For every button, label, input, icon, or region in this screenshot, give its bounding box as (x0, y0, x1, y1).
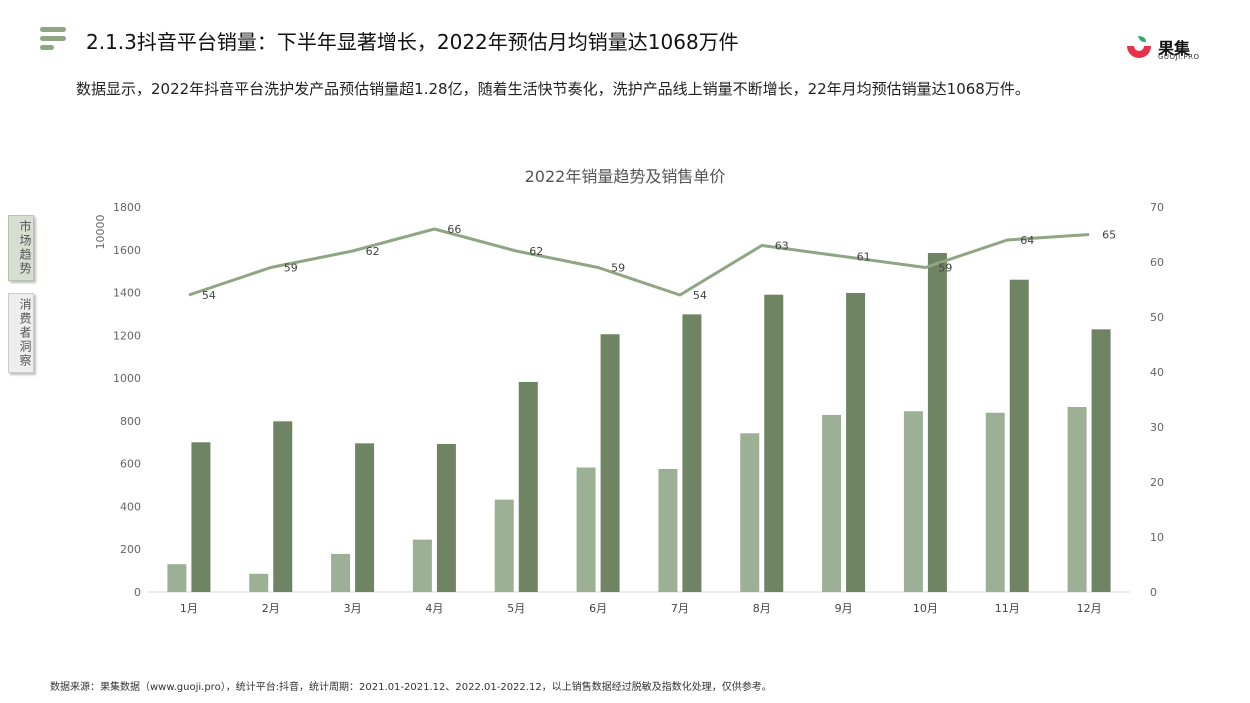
x-tick-label: 2月 (262, 602, 280, 615)
brand-logo: 果集 GUOJI.PRO (1124, 34, 1204, 66)
bar-series-1 (331, 553, 351, 592)
y-left-tick-label: 1200 (113, 329, 141, 342)
y-right-tick-label: 20 (1150, 476, 1164, 489)
tab-market-trend[interactable]: 市场趋势 (8, 215, 34, 281)
bar-series-1 (249, 573, 269, 592)
bar-series-2 (927, 252, 947, 592)
price-data-label: 64 (1020, 234, 1034, 247)
y-right-tick-label: 50 (1150, 311, 1164, 324)
y-right-tick-label: 0 (1150, 586, 1157, 599)
price-data-label: 59 (611, 262, 625, 275)
price-data-label: 54 (202, 289, 216, 302)
logo-sub-text: GUOJI.PRO (1158, 53, 1200, 61)
bar-series-1 (658, 469, 678, 592)
bar-series-1 (412, 539, 432, 592)
bar-series-2 (1091, 329, 1111, 592)
menu-icon[interactable] (40, 27, 66, 51)
y-left-tick-label: 600 (120, 458, 141, 471)
bar-series-2 (682, 314, 702, 592)
y-left-tick-label: 1000 (113, 372, 141, 385)
bar-series-2 (436, 443, 456, 592)
bar-series-2 (1009, 279, 1029, 592)
y-right-tick-label: 60 (1150, 256, 1164, 269)
bar-series-2 (273, 421, 293, 592)
y-right-tick-label: 40 (1150, 366, 1164, 379)
bar-series-1 (985, 412, 1005, 592)
x-tick-label: 10月 (913, 602, 938, 615)
price-data-label: 63 (775, 240, 789, 253)
price-data-label: 54 (693, 289, 707, 302)
price-data-label: 61 (857, 251, 871, 264)
x-tick-label: 11月 (995, 602, 1020, 615)
logo-brand-text: 果集 (1158, 39, 1191, 58)
price-data-label: 65 (1102, 229, 1116, 242)
bar-series-2 (846, 292, 866, 592)
y-left-tick-label: 200 (120, 543, 141, 556)
y-right-tick-label: 30 (1150, 421, 1164, 434)
x-tick-label: 4月 (425, 602, 443, 615)
bar-series-2 (600, 334, 620, 592)
bar-series-1 (740, 433, 760, 592)
y-right-tick-label: 70 (1150, 201, 1164, 214)
bar-series-1 (494, 499, 514, 592)
bar-series-2 (355, 443, 375, 592)
bar-series-1 (167, 564, 187, 592)
x-tick-label: 12月 (1077, 602, 1102, 615)
bar-series-2 (764, 294, 784, 592)
bar-series-1 (822, 414, 842, 592)
price-data-label: 59 (938, 262, 952, 275)
bar-series-2 (191, 442, 211, 592)
x-tick-label: 1月 (180, 602, 198, 615)
y-left-tick-label: 0 (134, 586, 141, 599)
page-title: 2.1.3抖音平台销量：下半年显著增长，2022年预估月均销量达1068万件 (86, 30, 739, 54)
price-data-label: 66 (447, 223, 461, 236)
logo-icon (1127, 36, 1151, 58)
price-data-label: 59 (284, 262, 298, 275)
x-tick-label: 8月 (753, 602, 771, 615)
description-text: 数据显示，2022年抖音平台洗护发产品预估销量超1.28亿，随着生活快节奏化，洗… (76, 80, 1030, 98)
bar-series-1 (576, 467, 596, 592)
price-data-label: 62 (529, 245, 543, 258)
footnote: 数据来源：果集数据（www.guoji.pro），统计平台:抖音，统计周期：20… (50, 682, 772, 693)
x-tick-label: 7月 (671, 602, 689, 615)
side-tabs: 市场趋势 消费者洞察 (8, 215, 34, 385)
y-left-tick-label: 1400 (113, 287, 141, 300)
x-tick-label: 6月 (589, 602, 607, 615)
chart-title: 2022年销量趋势及销售单价 (525, 167, 726, 186)
y-left-tick-label: 1800 (113, 201, 141, 214)
bar-series-2 (518, 381, 538, 592)
price-data-label: 62 (366, 245, 380, 258)
price-line (188, 227, 1090, 297)
tab-consumer-insight[interactable]: 消费者洞察 (8, 293, 34, 373)
y-left-tick-label: 1600 (113, 244, 141, 257)
bar-series-1 (1067, 406, 1087, 592)
x-tick-label: 3月 (344, 602, 362, 615)
x-tick-label: 5月 (507, 602, 525, 615)
left-axis-unit-label: 10000 (94, 215, 107, 250)
bar-series-1 (903, 411, 923, 592)
chart-plot-area: 0 200 400 600 800 1000 1200 1400 1600 1800 0 10 20 30… (113, 201, 1164, 615)
y-right-tick-label: 10 (1150, 531, 1164, 544)
y-left-tick-label: 800 (120, 415, 141, 428)
y-left-tick-label: 400 (120, 500, 141, 513)
sales-chart: 2022年销量趋势及销售单价 10000 0200400600800100012… (94, 167, 1164, 615)
x-tick-label: 9月 (835, 602, 853, 615)
